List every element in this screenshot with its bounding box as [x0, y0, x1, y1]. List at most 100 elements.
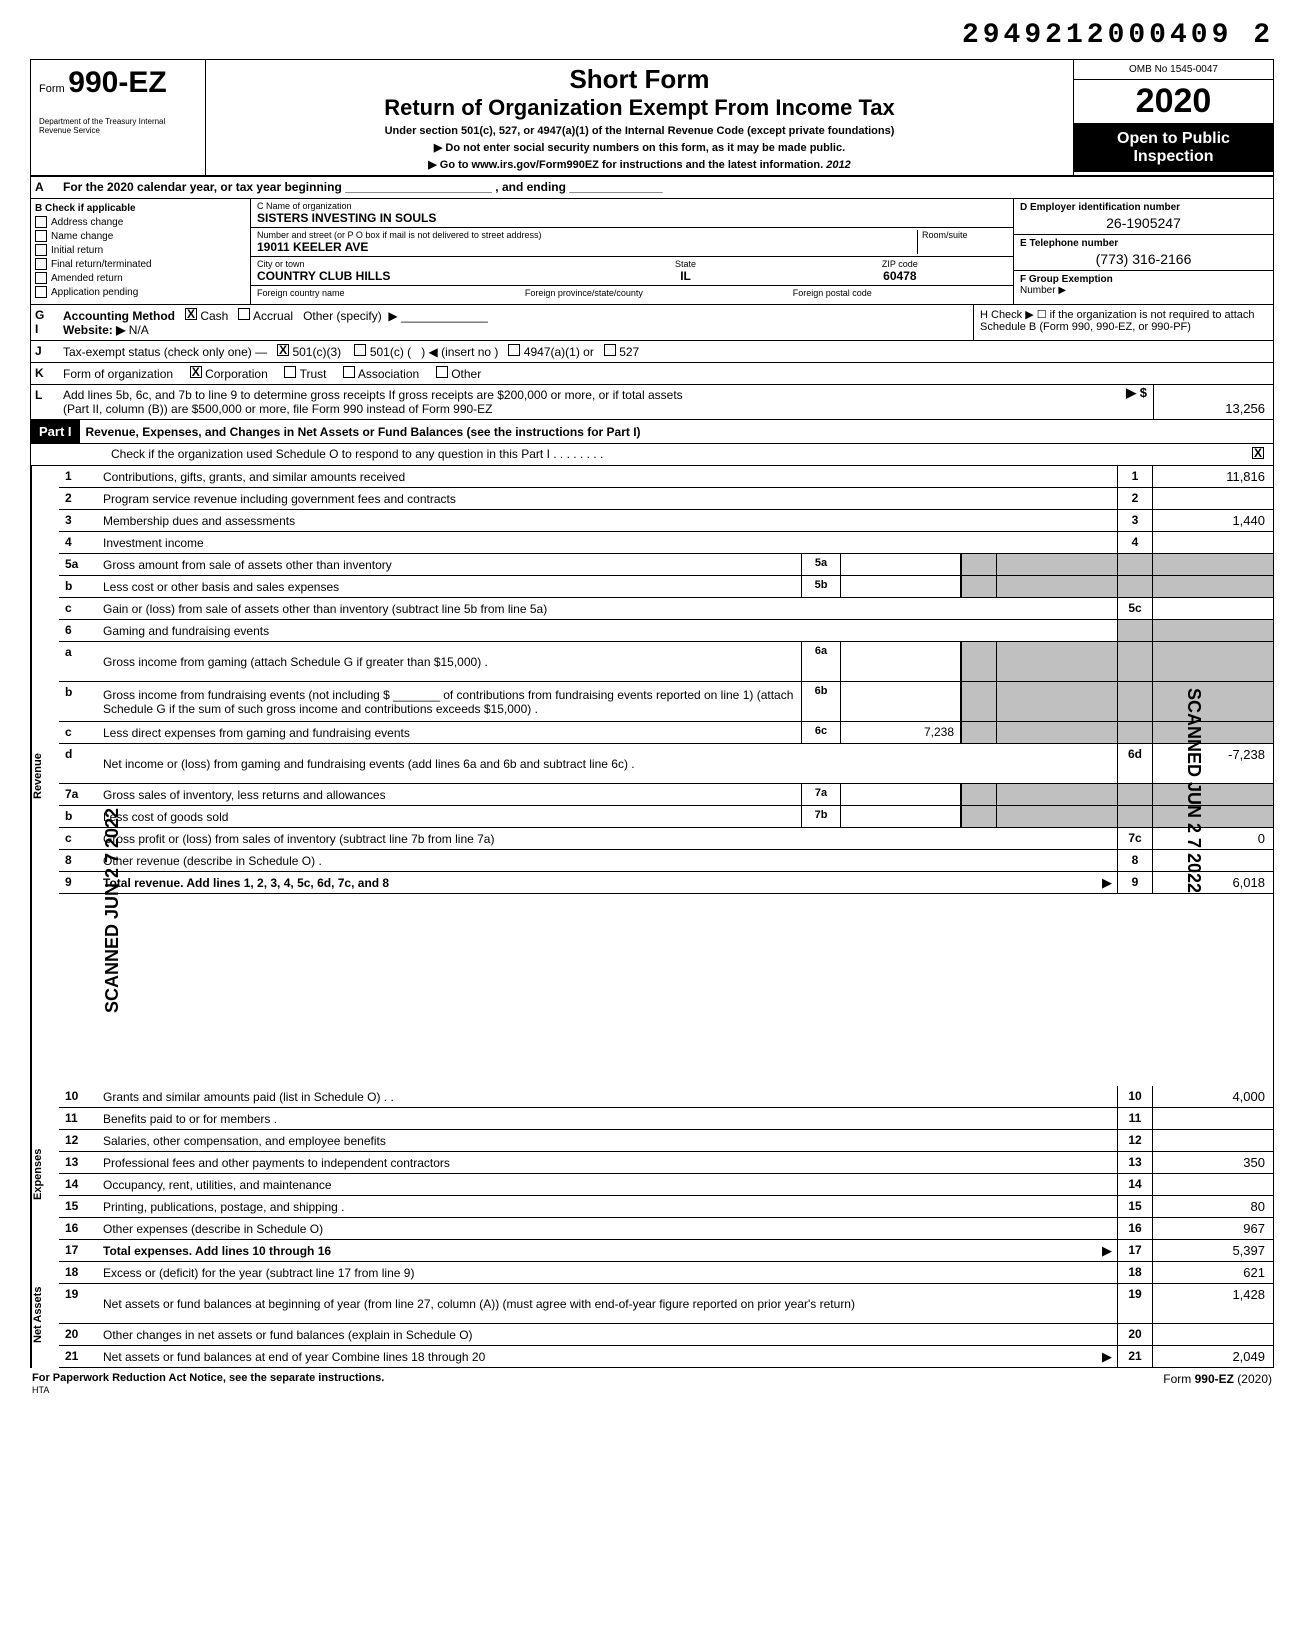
cash-checkbox[interactable]	[185, 308, 197, 320]
applicable-checkbox[interactable]	[35, 258, 47, 270]
assoc-label: Association	[358, 367, 419, 381]
end-row-number: 19	[1117, 1284, 1153, 1323]
shaded-cell	[1117, 642, 1153, 681]
title-sub: Return of Organization Exempt From Incom…	[216, 95, 1063, 121]
form-prefix: Form	[39, 83, 65, 95]
shaded-cell	[961, 642, 997, 681]
row-number: 1	[59, 466, 99, 487]
part-1-table: Revenue 1Contributions, gifts, grants, a…	[30, 466, 1274, 1368]
row-desc: Contributions, gifts, grants, and simila…	[99, 466, 1117, 487]
end-row-value: 5,397	[1153, 1240, 1273, 1261]
trust-checkbox[interactable]	[284, 366, 296, 378]
applicable-checkbox[interactable]	[35, 272, 47, 284]
applicable-checkbox[interactable]	[35, 244, 47, 256]
check-row: Name change	[35, 230, 246, 242]
tax-exempt-label: Tax-exempt status (check only one) —	[63, 345, 267, 359]
end-row-value: 4,000	[1153, 1086, 1273, 1107]
end-row-number: 5c	[1117, 598, 1153, 619]
row-number: b	[59, 682, 99, 721]
title-main: Short Form	[216, 64, 1063, 95]
applicable-checkbox[interactable]	[35, 230, 47, 242]
mid-row-number: 7a	[801, 784, 841, 805]
org-address: 19011 KEELER AVE	[257, 240, 917, 254]
ein-label: D Employer identification number	[1020, 202, 1267, 213]
schedule-o-checkbox[interactable]	[1252, 447, 1264, 459]
table-row: cLess direct expenses from gaming and fu…	[59, 722, 1273, 744]
table-row: 20Other changes in net assets or fund ba…	[59, 1324, 1273, 1346]
row-desc: Gross profit or (loss) from sales of inv…	[99, 828, 1117, 849]
row-number: 12	[59, 1130, 99, 1151]
title-line2: ▶ Do not enter social security numbers o…	[216, 141, 1063, 154]
row-desc: Net income or (loss) from gaming and fun…	[99, 744, 1117, 783]
form-header: Form 990-EZ Department of the Treasury I…	[30, 59, 1274, 177]
end-row-value	[1153, 850, 1273, 871]
org-info-section: B Check if applicable Address changeName…	[30, 199, 1274, 305]
4947-label: 4947(a)(1) or	[524, 345, 594, 359]
527-checkbox[interactable]	[604, 344, 616, 356]
addr-label: Number and street (or P O box if mail is…	[257, 230, 917, 240]
table-row: 5aGross amount from sale of assets other…	[59, 554, 1273, 576]
group-exemption-label: F Group Exemption	[1020, 274, 1267, 285]
applicable-label: Final return/terminated	[51, 259, 152, 270]
end-row-value	[1153, 1130, 1273, 1151]
shaded-cell	[1117, 554, 1153, 575]
end-row-number: 15	[1117, 1196, 1153, 1217]
applicable-checkbox[interactable]	[35, 286, 47, 298]
mid-row-value	[841, 576, 961, 597]
table-row: 17Total expenses. Add lines 10 through 1…	[59, 1240, 1273, 1262]
accrual-label: Accrual	[253, 309, 293, 323]
trust-label: Trust	[300, 367, 327, 381]
corp-checkbox[interactable]	[190, 366, 202, 378]
shaded-cell	[1117, 682, 1153, 721]
mid-row-value	[841, 806, 961, 827]
corp-label: Corporation	[205, 367, 268, 381]
table-row: 18Excess or (deficit) for the year (subt…	[59, 1262, 1273, 1284]
row-number: 17	[59, 1240, 99, 1261]
shaded-cell	[1117, 576, 1153, 597]
end-row-value	[1153, 488, 1273, 509]
row-number: 2	[59, 488, 99, 509]
table-row: 3Membership dues and assessments31,440	[59, 510, 1273, 532]
shaded-cell	[997, 554, 1117, 575]
end-row-number: 18	[1117, 1262, 1153, 1283]
other-org-checkbox[interactable]	[436, 366, 448, 378]
501c3-checkbox[interactable]	[277, 344, 289, 356]
end-row-number: 3	[1117, 510, 1153, 531]
shaded-cell	[1117, 784, 1153, 805]
end-row-number: 4	[1117, 532, 1153, 553]
end-row-value: 80	[1153, 1196, 1273, 1217]
row-number: 15	[59, 1196, 99, 1217]
line-l-text2: (Part II, column (B)) are $500,000 or mo…	[63, 402, 493, 416]
row-desc: Salaries, other compensation, and employ…	[99, 1130, 1117, 1151]
row-desc: Other expenses (describe in Schedule O)	[99, 1218, 1117, 1239]
room-label: Room/suite	[922, 230, 1007, 240]
website-value: N/A	[129, 323, 149, 337]
phone-value: (773) 316-2166	[1020, 249, 1267, 267]
part-1-check-text: Check if the organization used Schedule …	[31, 444, 1243, 465]
org-name: SISTERS INVESTING IN SOULS	[257, 211, 1007, 225]
shaded-cell	[997, 642, 1117, 681]
foreign-country-label: Foreign country name	[257, 288, 525, 298]
assoc-checkbox[interactable]	[343, 366, 355, 378]
row-desc: Less direct expenses from gaming and fun…	[99, 722, 801, 743]
shaded-cell	[1117, 722, 1153, 743]
open-public-badge: Open to Public Inspection	[1074, 124, 1273, 172]
applicable-checkbox[interactable]	[35, 216, 47, 228]
form-org-label: Form of organization	[63, 367, 173, 381]
mid-row-value	[841, 554, 961, 575]
end-row-number: 6d	[1117, 744, 1153, 783]
other-org-label: Other	[451, 367, 481, 381]
handwritten-year: 2012	[826, 159, 850, 171]
row-number: 5a	[59, 554, 99, 575]
accrual-checkbox[interactable]	[238, 308, 250, 320]
4947-checkbox[interactable]	[508, 344, 520, 356]
line-g-letter: GI	[31, 305, 59, 340]
end-row-value	[1153, 1324, 1273, 1345]
table-row: 9Total revenue. Add lines 1, 2, 3, 4, 5c…	[59, 872, 1273, 894]
end-row-value: 967	[1153, 1218, 1273, 1239]
row-desc: Grants and similar amounts paid (list in…	[99, 1086, 1117, 1107]
shaded-cell	[997, 784, 1117, 805]
row-number: 7a	[59, 784, 99, 805]
501c-checkbox[interactable]	[354, 344, 366, 356]
end-row-value: 0	[1153, 828, 1273, 849]
